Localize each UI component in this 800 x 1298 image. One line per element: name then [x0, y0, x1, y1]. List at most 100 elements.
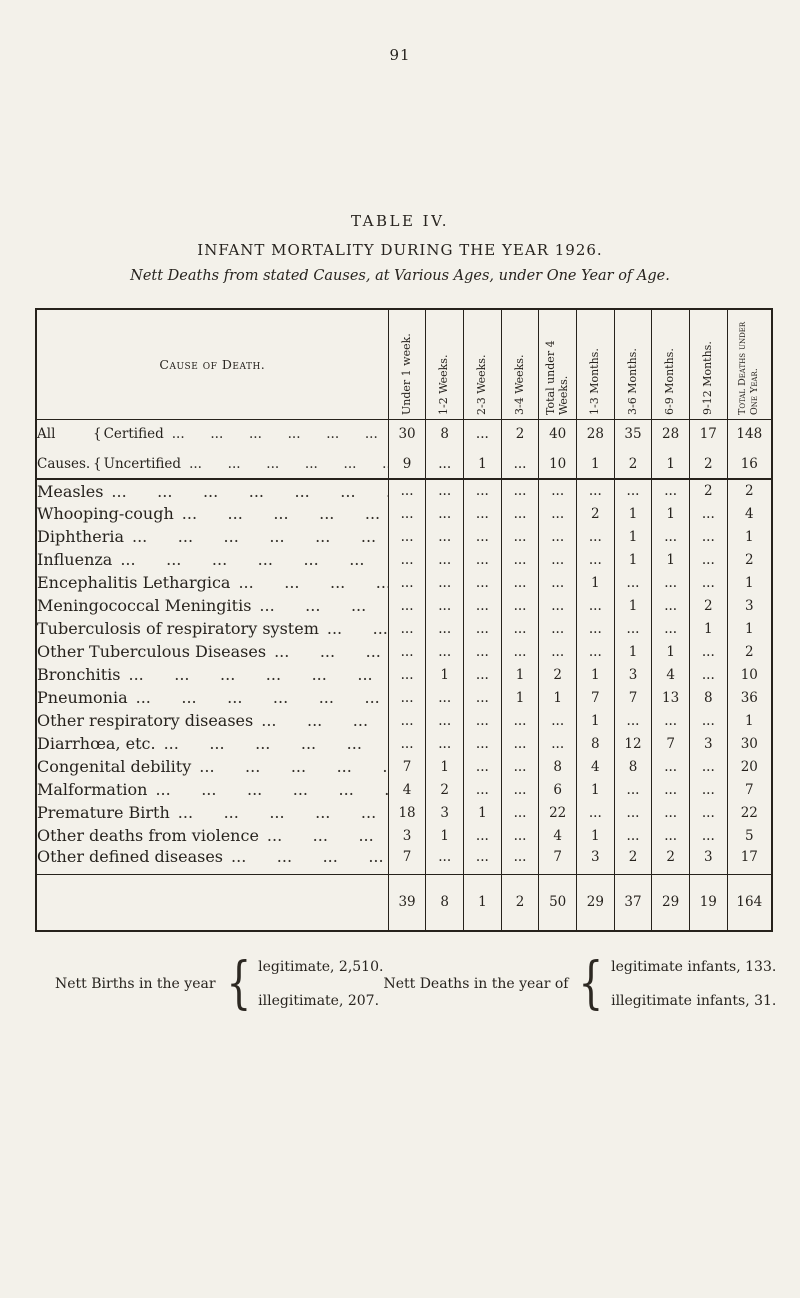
value-cell: 1 [726, 525, 772, 548]
cause-label: Whooping-cough [37, 504, 174, 523]
value-cell: 4 [538, 824, 577, 847]
cause-label: Bronchitis [37, 665, 121, 684]
value-cell: ... [425, 502, 464, 525]
value-cell: 3 [576, 847, 615, 875]
value-cell: 3 [387, 824, 426, 847]
all-causes-body: All { Certified ... ... ... ... ... ... … [36, 419, 772, 480]
value-cell: ... [500, 640, 539, 663]
value-cell: ... [463, 419, 502, 449]
value-cell: ... [651, 594, 690, 617]
value-cell: ... [500, 847, 539, 875]
value-cell: ... [425, 732, 464, 755]
value-cell: ... [538, 502, 577, 525]
value-cell: ... [576, 525, 615, 548]
value-cell: 12 [613, 732, 652, 755]
value-cell: ... [463, 686, 502, 709]
births-illegitimate: illegitimate, 207. [258, 992, 380, 1009]
value-cell: ... [425, 617, 464, 640]
brace-glyph: { [93, 426, 102, 443]
value-cell: ... [651, 778, 690, 801]
cause-label: Meningococcal Meningitis [37, 596, 252, 615]
value-cell: 5 [726, 824, 772, 847]
value-cell: 1 [463, 874, 502, 931]
value-cell: ... [425, 571, 464, 594]
value-cell: 3 [425, 801, 464, 824]
leader-dots: ... ... ... ... ... ... ... ... ... ... … [171, 426, 378, 443]
value-cell: ... [425, 479, 464, 502]
value-cell: 1 [726, 709, 772, 732]
value-cell: 2 [651, 847, 690, 875]
value-cell: 4 [576, 755, 615, 778]
value-cell: ... [463, 663, 502, 686]
value-cell: 7 [538, 847, 577, 875]
leader-dots: ... ... ... ... ... ... ... ... ... ... … [120, 550, 365, 569]
leader-dots: ... ... ... ... ... ... ... ... ... ... … [261, 711, 369, 730]
brace-glyph: { [93, 455, 102, 472]
cause-label: Tuberculosis of respiratory system [37, 619, 319, 638]
value-cell: 7 [576, 686, 615, 709]
column-header: Under 1 week. [387, 309, 426, 420]
leader-dots: ... ... ... ... ... ... ... ... ... ... … [181, 504, 381, 523]
value-cell: ... [651, 571, 690, 594]
value-cell: ... [688, 525, 728, 548]
column-header-label: 2-3 Weeks. [474, 354, 488, 415]
value-cell: ... [463, 502, 502, 525]
footer-summary: Nett Births in the year { legitimate, 2,… [55, 950, 776, 1018]
leader-dots: ... ... ... ... ... ... ... ... ... ... … [266, 826, 374, 845]
leader-dots: ... ... ... ... ... ... ... ... ... ... … [199, 757, 388, 776]
value-cell: ... [688, 755, 728, 778]
value-cell: 30 [726, 732, 772, 755]
leader-dots: ... ... ... ... ... ... ... ... ... ... … [111, 481, 387, 501]
value-cell: ... [463, 732, 502, 755]
cause-label: Other deaths from violence [37, 826, 259, 845]
leader-dots: ... ... ... ... ... ... ... ... ... ... … [238, 573, 387, 592]
cause-label: Certified [103, 426, 164, 443]
value-cell: 3 [688, 732, 728, 755]
value-cell: 8 [576, 732, 615, 755]
value-cell: 1 [651, 640, 690, 663]
value-cell: ... [463, 571, 502, 594]
value-cell: ... [688, 778, 728, 801]
value-cell: ... [387, 686, 426, 709]
table-row: Pneumonia... ... ... ... ... ... ... ...… [36, 686, 772, 709]
leader-dots: ... ... ... ... ... ... ... ... ... ... … [326, 619, 388, 638]
value-cell: 1 [576, 709, 615, 732]
value-cell: 10 [726, 663, 772, 686]
value-cell: 50 [538, 874, 577, 931]
value-cell: 29 [576, 874, 615, 931]
value-cell: ... [651, 824, 690, 847]
table-row: Measles... ... ... ... ... ... ... ... .… [36, 479, 772, 502]
value-cell: ... [688, 824, 728, 847]
report-subtitle: Nett Deaths from stated Causes, at Vario… [130, 268, 670, 284]
value-cell: 2 [726, 640, 772, 663]
value-cell: ... [425, 686, 464, 709]
value-cell: 17 [688, 419, 728, 449]
value-cell: ... [613, 709, 652, 732]
column-header: 9-12 Months. [688, 309, 728, 420]
value-cell: 22 [726, 801, 772, 824]
value-cell: 1 [425, 663, 464, 686]
value-cell: ... [613, 778, 652, 801]
column-header: 2-3 Weeks. [463, 309, 502, 420]
leader-dots: ... ... ... ... ... ... ... ... ... ... … [231, 847, 384, 866]
value-cell: 148 [726, 419, 772, 449]
value-cell: ... [387, 640, 426, 663]
table-row: Whooping-cough... ... ... ... ... ... ..… [36, 502, 772, 525]
value-cell: ... [538, 617, 577, 640]
value-cell: 10 [538, 449, 577, 480]
value-cell: 1 [425, 755, 464, 778]
value-cell: ... [387, 732, 426, 755]
value-cell: 1 [613, 594, 652, 617]
value-cell: ... [425, 548, 464, 571]
column-header-label: 3-6 Months. [625, 347, 639, 415]
value-cell: 7 [651, 732, 690, 755]
value-cell: 7 [726, 778, 772, 801]
column-header-label: 1-2 Weeks. [437, 354, 451, 415]
value-cell: 3 [613, 663, 652, 686]
value-cell: 1 [500, 686, 539, 709]
table-row: Other defined diseases... ... ... ... ..… [36, 847, 772, 875]
table-row: Diphtheria... ... ... ... ... ... ... ..… [36, 525, 772, 548]
value-cell: 16 [726, 449, 772, 480]
value-cell: 1 [613, 640, 652, 663]
cause-label: Encephalitis Lethargica [37, 573, 231, 592]
